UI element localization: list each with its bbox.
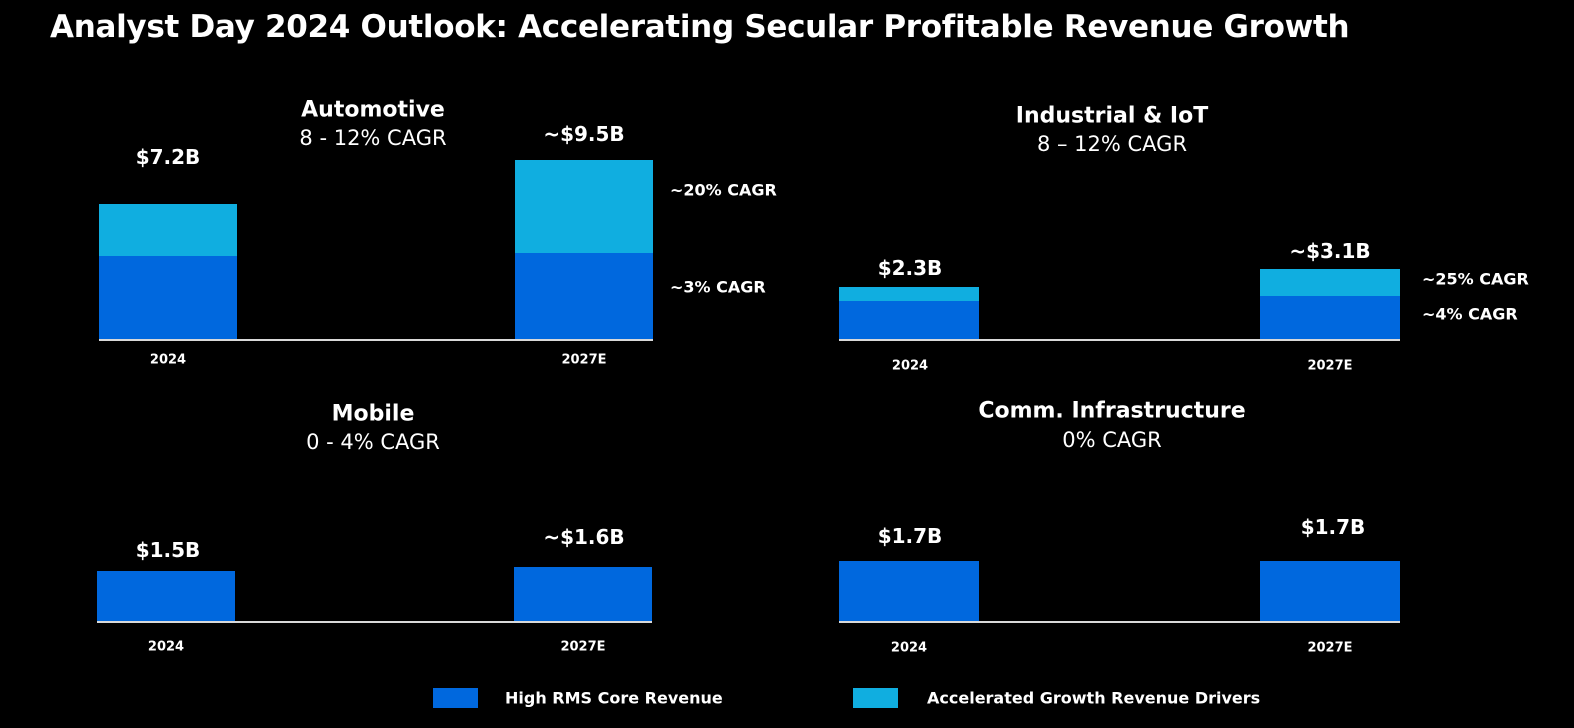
data-label: ~$9.5B [543,122,625,146]
bar-accelerated-2024 [99,203,237,257]
x-axis-line [839,339,1400,341]
bar-core-2024 [839,560,979,621]
bar-core-2027E [1260,560,1400,621]
cagr-label: ~3% CAGR [670,277,766,297]
panel-title: Automotive [301,97,445,123]
panel-title: Industrial & IoT [1015,103,1209,129]
bar-core-2027E [1260,296,1400,339]
cagr-label: ~20% CAGR [670,180,777,200]
legend-label-accelerated: Accelerated Growth Revenue Drivers [927,688,1261,708]
x-tick-label: 2027E [560,639,606,655]
data-label: $2.3B [877,256,943,280]
panel-subtitle: 0% CAGR [1062,428,1162,452]
bar-accelerated-2024 [839,287,979,301]
x-tick-label: 2027E [1307,640,1353,656]
x-axis-line [97,621,652,623]
bar-core-2024 [97,570,235,621]
data-label: $7.2B [135,145,201,169]
bar-core-2027E [515,252,653,339]
x-tick-label: 2024 [891,358,929,374]
panel-title: Mobile [331,401,415,427]
cagr-label: ~25% CAGR [1422,269,1529,289]
data-label: ~$1.6B [543,525,625,549]
legend-swatch-accelerated [853,688,898,708]
legend-label-core: High RMS Core Revenue [505,688,723,708]
bar-core-2024 [99,256,237,339]
data-label: $1.5B [135,538,201,562]
x-tick-label: 2024 [890,640,928,656]
panel-subtitle: 8 – 12% CAGR [1036,132,1188,156]
x-axis-line [99,339,653,341]
bar-accelerated-2027E [515,160,653,253]
cagr-label: ~4% CAGR [1422,304,1518,324]
panel-subtitle: 0 - 4% CAGR [306,430,440,454]
bar-accelerated-2027E [1260,268,1400,297]
data-label: $1.7B [1300,515,1366,539]
bar-core-2027E [514,567,652,621]
data-label: ~$3.1B [1289,239,1371,263]
slide-title: Analyst Day 2024 Outlook: Accelerating S… [50,9,1350,45]
data-label: $1.7B [877,524,943,548]
bar-core-2024 [839,300,979,339]
x-tick-label: 2024 [149,352,187,368]
panel-subtitle: 8 - 12% CAGR [299,126,447,150]
x-tick-label: 2027E [561,352,607,368]
x-axis-line [839,621,1400,623]
x-tick-label: 2024 [147,639,185,655]
panel-title: Comm. Infrastructure [978,398,1246,424]
x-tick-label: 2027E [1307,358,1353,374]
legend-swatch-core [433,688,478,708]
